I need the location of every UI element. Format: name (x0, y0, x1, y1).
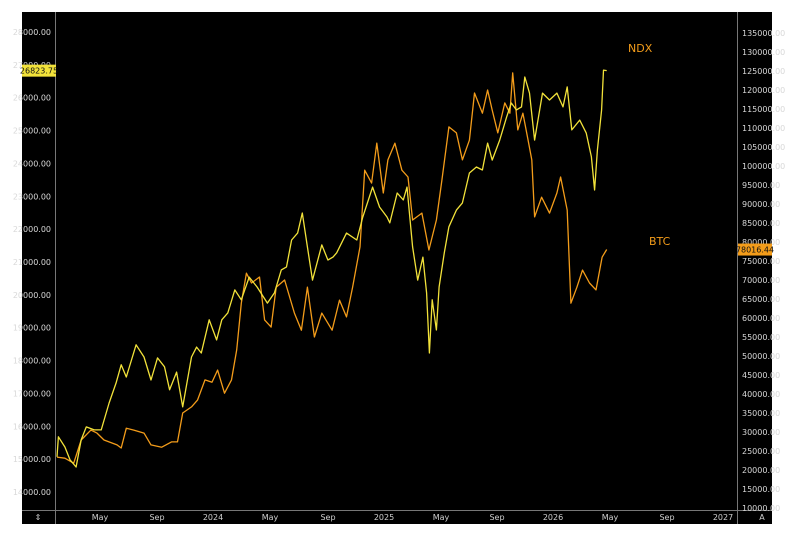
right-axis-tick-label: 25000.00 (742, 447, 780, 456)
right-axis-tick-label: 135000.00 (742, 29, 785, 38)
time-axis-tick-label: 2025 (374, 513, 394, 522)
series-line-btc[interactable] (56, 72, 608, 464)
right-axis-tick-label: 45000.00 (742, 371, 780, 380)
btc-price-tag (738, 243, 772, 256)
right-axis-tick-label: 90000.00 (742, 200, 780, 209)
time-axis-tick-label: Sep (320, 513, 335, 522)
time-axis-tick-label: May (92, 513, 109, 522)
auto-scale-button[interactable]: A (759, 513, 765, 522)
right-axis-tick-label: 70000.00 (742, 276, 780, 285)
right-axis-tick-label: 50000.00 (742, 352, 780, 361)
right-axis-tick-label: 85000.00 (742, 219, 780, 228)
time-axis-tick-label: Sep (149, 513, 164, 522)
time-axis-tick-label: 2027 (713, 513, 733, 522)
left-axis-tick-label: 18000.00 (13, 357, 51, 366)
right-axis-tick-label: 115000.00 (742, 105, 785, 114)
time-axis-tick-label: May (262, 513, 279, 522)
right-axis-tick-label: 30000.00 (742, 428, 780, 437)
left-axis-tick-label: 21000.00 (13, 258, 51, 267)
right-axis-tick-label: 10000.00 (742, 504, 780, 513)
left-axis-tick-label: 25000.00 (13, 127, 51, 136)
right-axis-tick-label: 95000.00 (742, 181, 780, 190)
time-axis-tick-label: 2026 (543, 513, 563, 522)
right-axis-tick-label: 20000.00 (742, 466, 780, 475)
right-axis-tick-label: 130000.00 (742, 48, 785, 57)
left-axis-tick-label: 17000.00 (13, 389, 51, 398)
ndx-last-value: 26823.75 (20, 67, 58, 76)
right-axis-tick-label: 125000.00 (742, 67, 785, 76)
time-axis-tick-label: May (433, 513, 450, 522)
series-line-ndx[interactable] (56, 69, 607, 468)
right-axis-tick-label: 40000.00 (742, 390, 780, 399)
plot-area[interactable] (56, 69, 608, 468)
right-axis-tick-label: 35000.00 (742, 409, 780, 418)
left-axis-tick-label: 28000.00 (13, 28, 51, 37)
right-axis-tick-label: 110000.00 (742, 124, 785, 133)
left-axis-tick-label: 24000.00 (13, 159, 51, 168)
left-axis-tick-label: 22000.00 (13, 225, 51, 234)
time-axis-tick-label: 2024 (203, 513, 223, 522)
right-axis-tick-label: 80000.00 (742, 238, 780, 247)
right-axis-tick-label: 60000.00 (742, 314, 780, 323)
ndx-price-tag (22, 64, 56, 77)
time-axis-tick-label: Sep (659, 513, 674, 522)
left-axis-tick-label: 16000.00 (13, 422, 51, 431)
time-axis-tick-label: May (602, 513, 619, 522)
left-axis-tick-label: 26000.00 (13, 94, 51, 103)
right-axis-tick-label: 65000.00 (742, 295, 780, 304)
right-axis-tick-label: 75000.00 (742, 257, 780, 266)
left-axis-tick-label: 15000.00 (13, 455, 51, 464)
right-axis-tick-label: 100000.00 (742, 162, 785, 171)
time-axis-tick-label: Sep (489, 513, 504, 522)
chart-background (22, 12, 772, 524)
left-axis-tick-label: 23000.00 (13, 192, 51, 201)
right-axis-tick-label: 105000.00 (742, 143, 785, 152)
btc-last-value: 78016.44 (736, 246, 774, 255)
time-axis[interactable]: May Sep 2024 May Sep 2025 May Sep 2026 May Sep 2027 (92, 513, 733, 522)
left-axis-tick-label: 20000.00 (13, 291, 51, 300)
series-label-ndx: NDX (628, 42, 653, 55)
right-axis-tick-label: 15000.00 (742, 485, 780, 494)
right-axis-tick-label: 120000.00 (742, 86, 785, 95)
left-axis-tick-label: 14000.00 (13, 488, 51, 497)
left-axis[interactable]: 14000.00 15000.00 16000.00 17000.00 18000.00… (13, 28, 51, 497)
right-axis[interactable]: 10000.00 15000.00 20000.00 25000.00 30000.00… (742, 29, 785, 513)
left-axis-tick-label: 19000.00 (13, 324, 51, 333)
series-label-btc: BTC (649, 235, 671, 248)
axis-scale-toggle-icon[interactable]: ⇕ (35, 513, 42, 522)
right-axis-tick-label: 55000.00 (742, 333, 780, 342)
